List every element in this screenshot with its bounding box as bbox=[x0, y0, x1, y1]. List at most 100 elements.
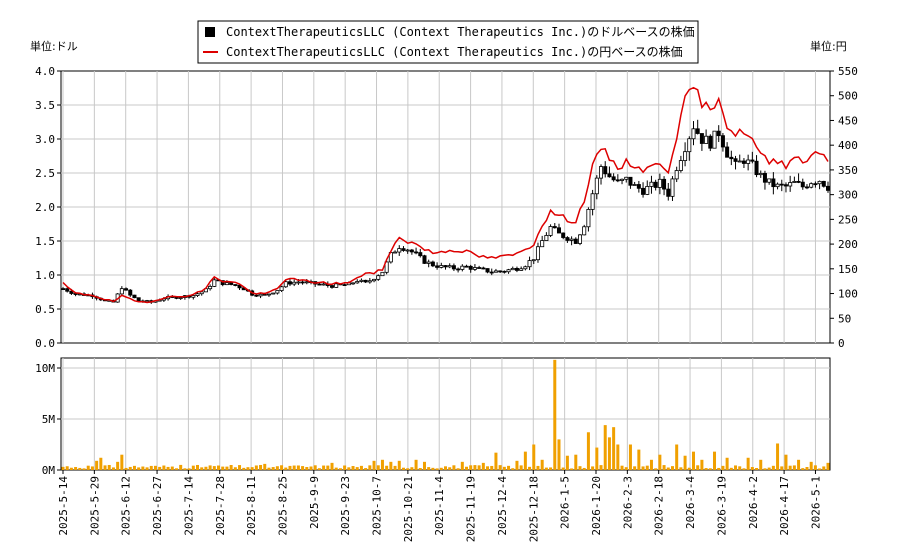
volume-bar bbox=[65, 466, 69, 470]
x-tick-label: 2025-10-7 bbox=[371, 476, 384, 536]
volume-bar bbox=[767, 467, 771, 470]
candle-body bbox=[439, 265, 444, 268]
candle-body bbox=[535, 246, 540, 261]
volume-bar bbox=[284, 467, 288, 470]
candle-body bbox=[401, 248, 406, 251]
x-tick-label: 2026-4-17 bbox=[778, 476, 791, 536]
volume-bar bbox=[670, 466, 674, 470]
candle-body bbox=[548, 226, 553, 236]
volume-bar bbox=[557, 439, 561, 470]
volume-bar bbox=[145, 467, 149, 470]
candle-body bbox=[330, 285, 335, 288]
volume-bar bbox=[544, 467, 548, 470]
volume-bar bbox=[275, 466, 279, 470]
volume-bar bbox=[486, 466, 490, 470]
candle-body bbox=[800, 181, 805, 188]
volume-bar bbox=[427, 467, 431, 470]
candle-body bbox=[741, 160, 746, 164]
volume-bar bbox=[86, 465, 90, 470]
volume-bar bbox=[288, 465, 292, 470]
volume-bar bbox=[376, 465, 380, 470]
volume-bar bbox=[570, 468, 574, 470]
candle-body bbox=[498, 270, 503, 273]
candle-body bbox=[124, 288, 129, 291]
candle-body bbox=[716, 130, 721, 137]
left-tick-label: 0.5 bbox=[35, 303, 55, 316]
volume-bar bbox=[326, 465, 330, 470]
candle-body bbox=[641, 187, 646, 195]
volume-bar bbox=[347, 467, 351, 470]
volume-bar bbox=[132, 465, 136, 470]
x-tick-label: 2026-3-4 bbox=[684, 476, 697, 529]
x-tick-label: 2025-12-18 bbox=[527, 476, 540, 542]
volume-bar bbox=[755, 468, 759, 470]
volume-bar bbox=[713, 451, 717, 470]
candle-body bbox=[582, 226, 587, 236]
candle-body bbox=[397, 248, 402, 253]
volume-bar bbox=[191, 465, 195, 470]
volume-axis-ticks: 0M 5M 10M bbox=[35, 362, 61, 477]
volume-bar bbox=[221, 466, 225, 470]
volume-bar bbox=[259, 464, 263, 470]
volume-bar bbox=[359, 465, 363, 470]
volume-bar bbox=[305, 467, 309, 470]
candle-body bbox=[443, 265, 448, 268]
x-tick-label: 2025-7-28 bbox=[214, 476, 227, 536]
volume-bar bbox=[338, 468, 342, 470]
candle-body bbox=[737, 160, 742, 163]
x-tick-label: 2025-11-19 bbox=[465, 476, 478, 542]
volume-bar bbox=[162, 465, 166, 470]
candle-body bbox=[813, 183, 818, 186]
x-tick-label: 2026-3-19 bbox=[715, 476, 728, 536]
candle-body bbox=[363, 279, 368, 283]
candle-body bbox=[65, 288, 70, 292]
volume-bar bbox=[734, 465, 738, 470]
volume-bar bbox=[822, 466, 826, 470]
left-tick-label: 2.0 bbox=[35, 201, 55, 214]
candle-body bbox=[796, 181, 801, 183]
candle-body bbox=[485, 268, 490, 273]
right-tick-label: 50 bbox=[838, 312, 851, 325]
candle-body bbox=[628, 176, 633, 186]
volume-bar bbox=[116, 461, 120, 470]
volume-bar bbox=[229, 465, 233, 470]
right-tick-label: 100 bbox=[838, 288, 858, 301]
candle-body bbox=[435, 265, 440, 268]
volume-bar bbox=[225, 466, 229, 470]
candle-body bbox=[704, 135, 709, 144]
right-tick-label: 500 bbox=[838, 90, 858, 103]
volume-bar bbox=[69, 467, 73, 470]
volume-bar bbox=[612, 427, 616, 470]
candle-body bbox=[178, 297, 183, 299]
volume-bar bbox=[532, 444, 536, 470]
volume-bar bbox=[111, 467, 115, 470]
volume-bar bbox=[637, 449, 641, 470]
candle-body bbox=[266, 293, 271, 296]
volume-bar bbox=[313, 465, 317, 470]
volume-bar bbox=[511, 468, 515, 470]
candle-body bbox=[821, 180, 826, 187]
x-tick-label: 2025-7-14 bbox=[182, 476, 195, 536]
x-tick-label: 2025-9-9 bbox=[308, 476, 321, 529]
x-tick-label: 2025-12-4 bbox=[496, 476, 509, 536]
candle-body bbox=[804, 186, 809, 189]
x-axis-ticks: 2025-5-14 2025-5-29 2025-6-12 2025-6-27 2025… bbox=[57, 470, 822, 542]
volume-bar bbox=[683, 455, 687, 470]
volume-bar bbox=[494, 452, 498, 470]
candle-body bbox=[489, 271, 494, 274]
volume-bar bbox=[523, 451, 527, 470]
x-tick-label: 2025-5-29 bbox=[88, 476, 101, 536]
left-tick-label: 3.5 bbox=[35, 99, 55, 112]
candle-body bbox=[451, 265, 456, 270]
candle-body bbox=[561, 232, 566, 238]
candle-body bbox=[304, 281, 309, 284]
volume-bar bbox=[549, 467, 553, 470]
volume-bar bbox=[599, 465, 603, 470]
left-axis-ticks: 0.0 0.5 1.0 1.5 2.0 2.5 3.0 3.5 4.0 bbox=[35, 65, 61, 350]
candle-body bbox=[271, 292, 276, 295]
volume-bar bbox=[422, 461, 426, 470]
volume-bar bbox=[406, 468, 410, 470]
candle-body bbox=[229, 282, 234, 285]
volume-bar bbox=[780, 466, 784, 470]
candle-body bbox=[565, 237, 570, 241]
